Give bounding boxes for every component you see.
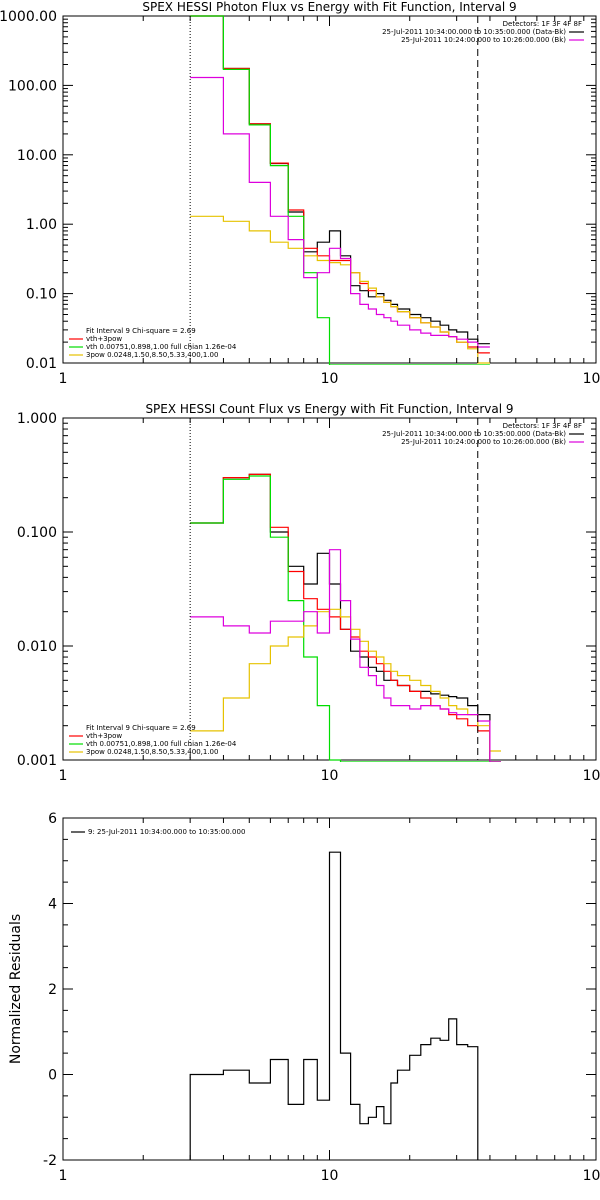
legend-bottom-entry: Fit Interval 9 Chi-square = 2.69 <box>86 327 196 335</box>
y-tick-label: 0.100 <box>17 525 57 541</box>
y-tick-label: 4 <box>48 897 57 913</box>
x-tick-label: 1 <box>59 371 68 387</box>
legend-top-entry: Detectors: 1F 3F 4F 8F <box>503 422 582 430</box>
x-tick-label: 10 <box>321 1168 339 1184</box>
legend-top-entry: 25-Jul-2011 10:34:00.000 to 10:35:00.000… <box>382 430 566 438</box>
x-tick-label: 100 <box>583 1168 600 1184</box>
y-tick-label: 0.10 <box>26 287 57 303</box>
legend-bottom-entry: vth 0.00751,0.898,1.00 full chian 1.26e-… <box>86 740 237 748</box>
series-line-data-bk <box>190 15 490 345</box>
y-tick-label: 1.000 <box>17 411 57 427</box>
series-line-9-25-jul-2011-10-34-00-000-to-10-35-00-000 <box>189 851 479 1160</box>
legend-bottom-entry: vth+3pow <box>86 335 122 343</box>
y-axis-title: Normalized Residuals <box>8 914 24 1064</box>
legend-bottom-entry: vth 0.00751,0.898,1.00 full chian 1.26e-… <box>86 343 237 351</box>
series-line-data-bk <box>190 473 501 762</box>
legend-bottom-entry: vth+3pow <box>86 732 122 740</box>
chart-title: SPEX HESSI Photon Flux vs Energy with Fi… <box>142 0 516 14</box>
x-tick-label: 100 <box>583 768 600 784</box>
legend-top-entry: 25-Jul-2011 10:24:00.000 to 10:26:00.000… <box>401 36 566 44</box>
y-tick-label: 0.010 <box>17 639 57 655</box>
x-tick-label: 10 <box>321 768 339 784</box>
y-tick-label: 100.00 <box>8 78 57 94</box>
y-tick-label: 6 <box>48 811 57 827</box>
legend-top-entry: Detectors: 1F 3F 4F 8F <box>503 20 582 28</box>
chart-title: SPEX HESSI Count Flux vs Energy with Fit… <box>145 402 513 416</box>
y-tick-label: 1.00 <box>26 217 57 233</box>
y-tick-label: 0.01 <box>26 356 57 372</box>
series-line-vth-3pow <box>190 15 490 354</box>
y-tick-label: 0.001 <box>17 753 57 769</box>
legend-top-entry: 25-Jul-2011 10:34:00.000 to 10:35:00.000… <box>382 28 566 36</box>
series-line-vth <box>190 15 490 365</box>
series-line-bk <box>190 549 501 762</box>
y-tick-label: -2 <box>43 1153 57 1169</box>
series-line-3pow <box>190 215 490 364</box>
x-tick-label: 1 <box>59 1168 68 1184</box>
legend-bottom-entry: 3pow 0.0248,1.50,8.50,5.33,400,1.00 <box>86 351 218 359</box>
series-line-bk <box>190 76 490 348</box>
legend-entry: 9: 25-Jul-2011 10:34:00.000 to 10:35:00.… <box>88 828 245 836</box>
legend-bottom-entry: Fit Interval 9 Chi-square = 2.69 <box>86 724 196 732</box>
y-tick-label: 2 <box>48 982 57 998</box>
x-tick-label: 10 <box>321 371 339 387</box>
series-line-vth <box>190 475 501 762</box>
y-tick-label: 0 <box>48 1068 57 1084</box>
residuals-panel: 1 10 100 -2 0 2 4 6 Normalized Residuals 9: 25-Ju… <box>8 811 600 1184</box>
series-line-3pow <box>190 608 501 752</box>
count-flux-panel: SPEX HESSI Count Flux vs Energy with Fit… <box>17 402 600 784</box>
photon-flux-panel: SPEX HESSI Photon Flux vs Energy with Fi… <box>0 0 600 387</box>
legend-top-entry: 25-Jul-2011 10:24:00.000 to 10:26:00.000… <box>401 438 566 446</box>
y-tick-label: 10.00 <box>17 148 57 164</box>
series-line-vth-3pow <box>190 473 501 762</box>
x-tick-label: 1 <box>59 768 68 784</box>
y-tick-label: 1000.00 <box>0 9 57 25</box>
legend-bottom-entry: 3pow 0.0248,1.50,8.50,5.33,400,1.00 <box>86 748 218 756</box>
plot-frame <box>62 15 597 364</box>
x-tick-label: 100 <box>583 371 600 387</box>
